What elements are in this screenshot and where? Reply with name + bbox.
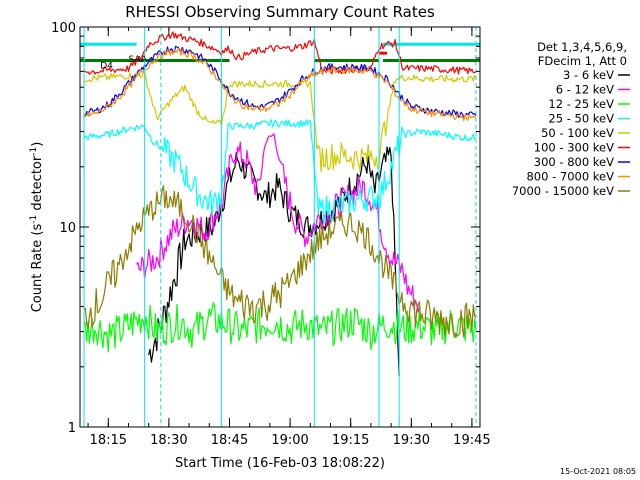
axes: 18:15 18:30 18:45 19:00 19:15 19:30 19:45 1 10 10… xyxy=(51,21,490,448)
legend-header-1: FDecim 1, Att 0 xyxy=(538,54,627,68)
series-line-5 xyxy=(83,31,477,75)
y-axis-label: Count Rate (s-1 detector-1) xyxy=(29,142,45,313)
series-line-8 xyxy=(83,185,477,338)
x-tick-label-3: 19:00 xyxy=(271,433,308,448)
y-tick-label-1: 10 xyxy=(59,221,76,236)
legend-label-2: 12 - 25 keV xyxy=(548,97,614,111)
y-label-exp2: -1 xyxy=(29,147,39,156)
legend-label-3: 25 - 50 keV xyxy=(548,112,614,126)
legend: Det 1,3,4,5,6,9,FDecim 1, Att 03 - 6 keV… xyxy=(512,40,630,198)
annotation-0: D4 xyxy=(100,61,113,71)
y-label-exp: -1 xyxy=(29,215,39,224)
series-line-1 xyxy=(136,133,420,313)
legend-label-7: 800 - 7000 keV xyxy=(526,170,614,184)
y-tick-label-0: 1 xyxy=(68,421,76,436)
timestamp: 15-Oct-2021 08:05 xyxy=(560,467,636,476)
y-label-mid: detector xyxy=(30,155,45,215)
annotation-1: SAA xyxy=(128,55,147,65)
y-label-prefix: Count Rate (s xyxy=(30,224,45,313)
legend-label-4: 50 - 100 keV xyxy=(541,126,614,140)
chart-title: RHESSI Observing Summary Count Rates xyxy=(125,3,435,21)
series-line-0 xyxy=(148,146,400,376)
plot-area: D4 SAA xyxy=(80,27,480,427)
series-line-2 xyxy=(83,302,477,353)
legend-label-1: 6 - 12 keV xyxy=(556,83,614,97)
x-tick-label-0: 18:15 xyxy=(90,433,127,448)
legend-label-5: 100 - 300 keV xyxy=(534,141,614,155)
x-tick-label-2: 18:45 xyxy=(211,433,248,448)
legend-label-8: 7000 - 15000 keV xyxy=(512,184,614,198)
legend-header-0: Det 1,3,4,5,6,9, xyxy=(537,40,627,54)
x-tick-label-1: 18:30 xyxy=(150,433,187,448)
legend-label-0: 3 - 6 keV xyxy=(563,68,614,82)
x-tick-label-6: 19:45 xyxy=(453,433,490,448)
series-line-3 xyxy=(83,119,477,224)
legend-label-6: 300 - 800 keV xyxy=(534,155,614,169)
x-tick-label-4: 19:15 xyxy=(332,433,369,448)
x-tick-label-5: 19:30 xyxy=(393,433,430,448)
series-line-4 xyxy=(83,70,477,173)
y-label-close: ) xyxy=(30,142,45,147)
x-axis-label: Start Time (16-Feb-03 18:08:22) xyxy=(175,456,385,471)
series-line-7 xyxy=(83,47,477,122)
y-tick-label-2: 100 xyxy=(51,21,76,36)
